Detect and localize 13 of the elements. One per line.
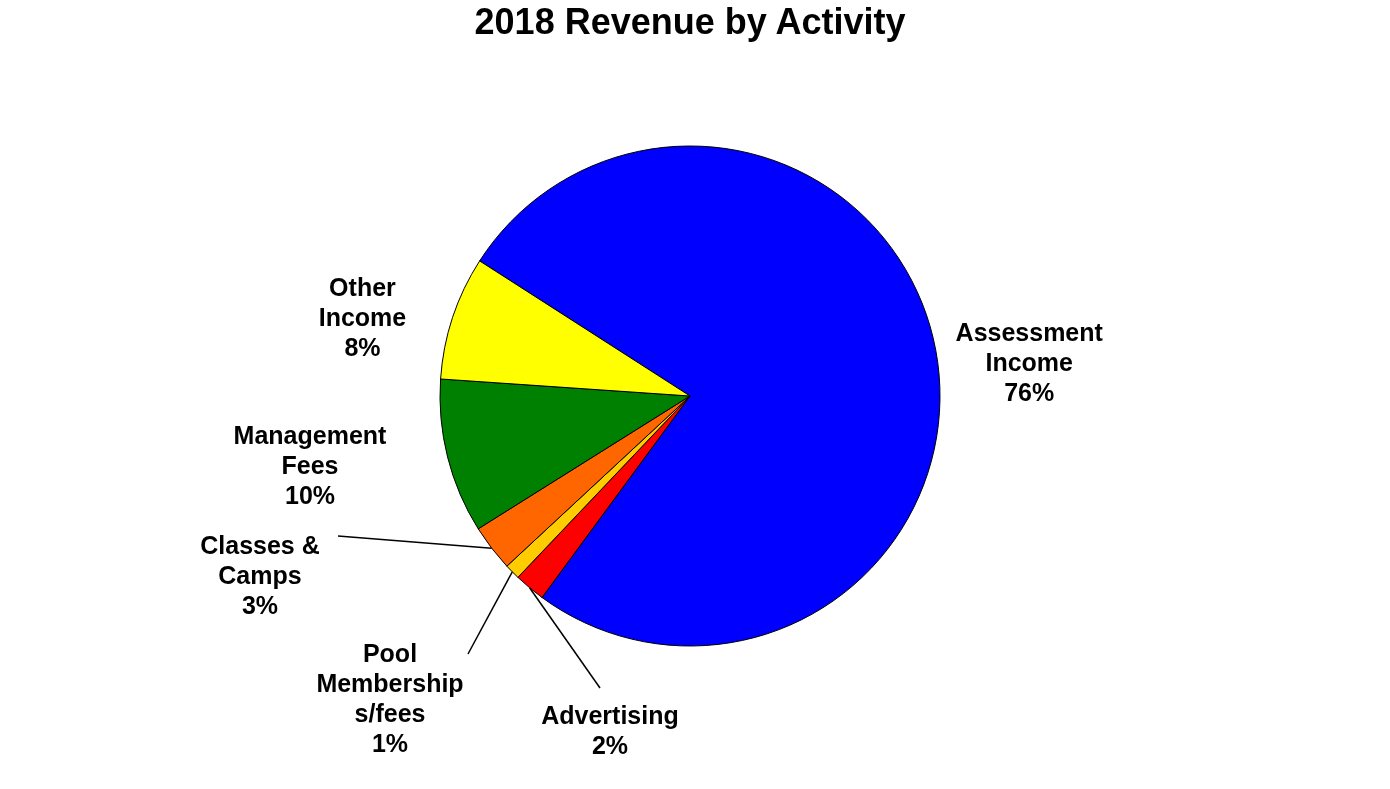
data-label: 10% (284, 481, 336, 509)
chart-title: 2018 Revenue by Activity (474, 1, 906, 42)
data-label: 76% (1004, 378, 1055, 407)
slice-label: Management Fees (233, 421, 388, 479)
data-label: 3% (241, 591, 279, 619)
data-label: 1% (371, 729, 409, 757)
slice-label: Other Income (318, 272, 407, 331)
slice-label: Classes & Camps (200, 531, 320, 589)
slice-label: Advertising (541, 701, 679, 729)
slice-label: Pool Membership s/fees (316, 639, 464, 727)
data-label: 2% (591, 731, 629, 759)
data-label: 8% (344, 332, 381, 361)
slice-label: Assessment Income (955, 318, 1104, 377)
